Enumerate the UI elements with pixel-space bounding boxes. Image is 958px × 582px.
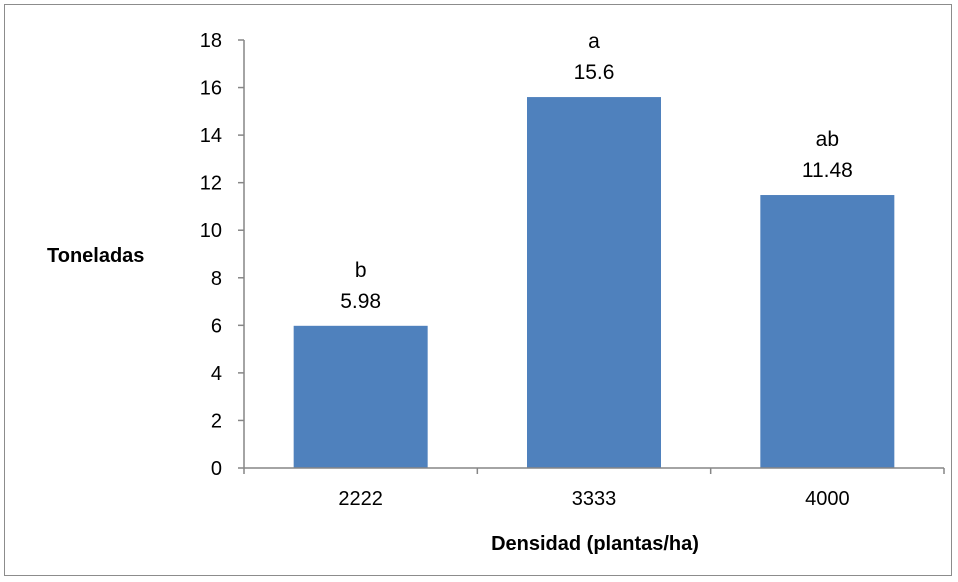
y-axis-ticks: 0 2 4 6 8 10 12 14 16 18: [200, 30, 244, 480]
y-tick-label: 14: [200, 125, 222, 147]
y-tick-label: 10: [200, 220, 222, 242]
bar-2222: [293, 325, 428, 468]
x-tick-label: 2222: [338, 488, 383, 510]
bars: [293, 97, 895, 469]
y-tick-label: 0: [211, 458, 222, 480]
significance-letter: a: [588, 30, 600, 53]
bar-value-label: 11.48: [802, 159, 853, 182]
y-tick-label: 6: [211, 315, 222, 337]
y-tick-label: 12: [200, 173, 222, 195]
bar-3333: [527, 97, 661, 469]
y-tick-label: 2: [211, 410, 222, 432]
y-tick-label: 8: [211, 268, 222, 290]
bar-4000: [760, 195, 895, 468]
significance-letter: b: [355, 259, 367, 282]
y-tick-label: 18: [200, 30, 222, 52]
y-tick-label: 16: [200, 78, 222, 100]
bar-labels: b 5.98 a 15.6 ab 11.48: [340, 30, 853, 313]
y-tick-label: 4: [211, 363, 222, 385]
significance-letter: ab: [816, 128, 839, 151]
bar-value-label: 15.6: [574, 61, 615, 84]
x-tick-label: 4000: [805, 488, 850, 510]
y-axis-title: Toneladas: [47, 245, 144, 267]
x-axis-ticks: 2222 3333 4000: [243, 468, 945, 510]
x-axis-title: Densidad (plantas/ha): [491, 533, 699, 555]
bar-value-label: 5.98: [340, 290, 381, 313]
x-tick-label: 3333: [572, 488, 617, 510]
